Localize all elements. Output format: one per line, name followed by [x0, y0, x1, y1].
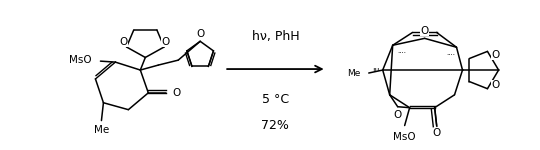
Text: O: O: [491, 80, 500, 90]
Text: O: O: [161, 37, 169, 47]
Text: O: O: [196, 29, 204, 39]
Text: 5 °C: 5 °C: [262, 93, 289, 106]
Text: O: O: [433, 128, 441, 138]
Text: MsO: MsO: [69, 55, 91, 65]
Text: MsO: MsO: [393, 132, 416, 142]
Text: ....: ....: [397, 48, 407, 54]
Text: hν, PhH: hν, PhH: [252, 30, 299, 43]
Text: O: O: [172, 88, 180, 98]
Text: Me: Me: [94, 126, 109, 135]
Text: 72%: 72%: [261, 119, 289, 132]
Text: ....: ....: [447, 50, 456, 56]
Text: O: O: [394, 110, 402, 120]
Text: O: O: [421, 26, 429, 36]
Text: ''': ''': [372, 67, 379, 77]
Text: Me: Me: [347, 69, 361, 78]
Text: O: O: [491, 50, 500, 60]
Text: O: O: [119, 37, 127, 47]
